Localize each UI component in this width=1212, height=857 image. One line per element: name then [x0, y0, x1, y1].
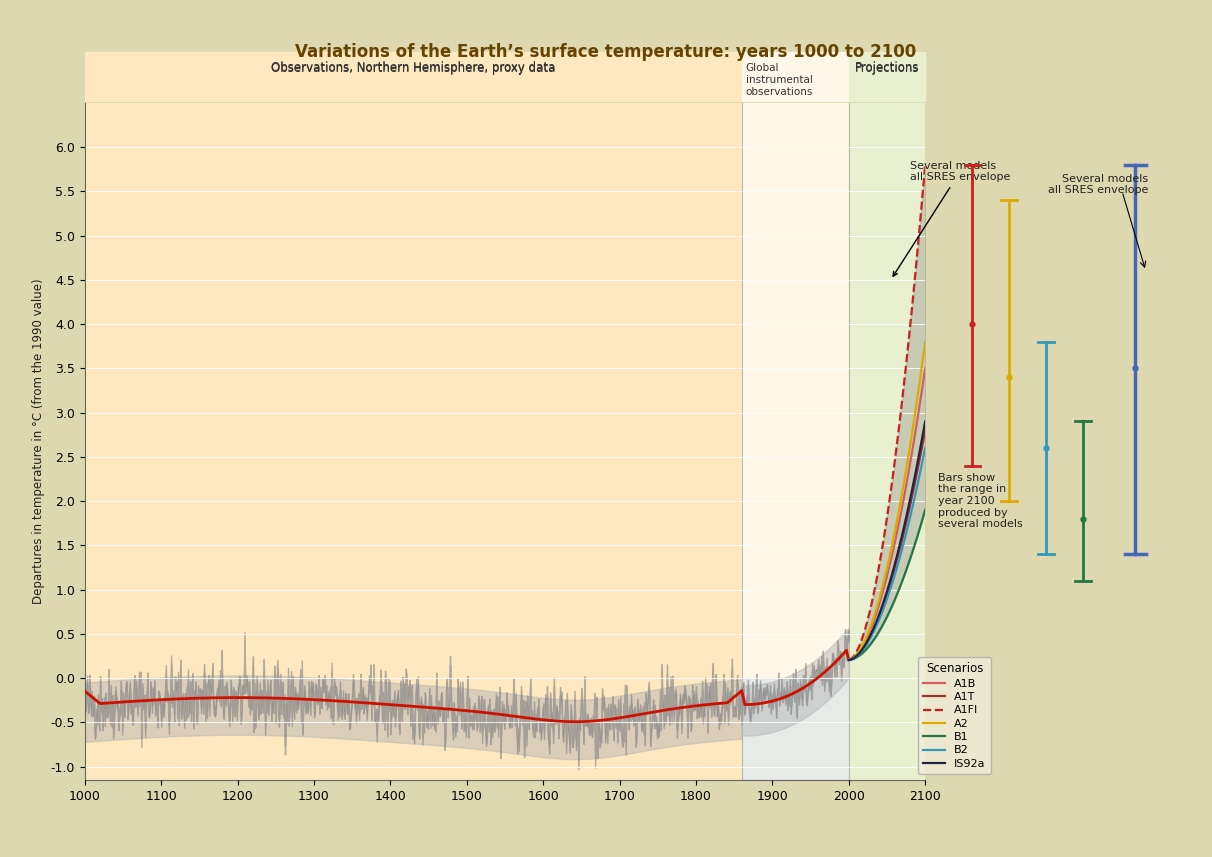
Bar — [848, 52, 925, 101]
Text: Observations, Northern Hemisphere, proxy data: Observations, Northern Hemisphere, proxy… — [271, 61, 555, 74]
Text: Observations, Northern Hemisphere, proxy data: Observations, Northern Hemisphere, proxy… — [271, 63, 555, 75]
Text: Bars show
the range in
year 2100
produced by
several models: Bars show the range in year 2100 produce… — [938, 473, 1023, 530]
Bar — [742, 103, 848, 780]
Bar — [848, 103, 925, 780]
Y-axis label: Departures in temperature in °C (from the 1990 value): Departures in temperature in °C (from th… — [32, 279, 45, 604]
Legend: A1B, A1T, A1FI, A2, B1, B2, IS92a: A1B, A1T, A1FI, A2, B1, B2, IS92a — [917, 656, 991, 775]
Bar — [85, 103, 742, 780]
Bar — [742, 52, 848, 101]
Bar — [85, 52, 742, 101]
Bar — [742, 678, 848, 780]
Text: Global
instrumental
observations: Global instrumental observations — [745, 63, 813, 97]
Text: Projections: Projections — [854, 61, 919, 74]
Text: Variations of the Earth’s surface temperature: years 1000 to 2100: Variations of the Earth’s surface temper… — [296, 43, 916, 61]
Text: Several models
all SRES envelope: Several models all SRES envelope — [1048, 174, 1148, 195]
Text: Projections: Projections — [854, 63, 919, 75]
Text: Several models
all SRES envelope: Several models all SRES envelope — [893, 161, 1011, 276]
